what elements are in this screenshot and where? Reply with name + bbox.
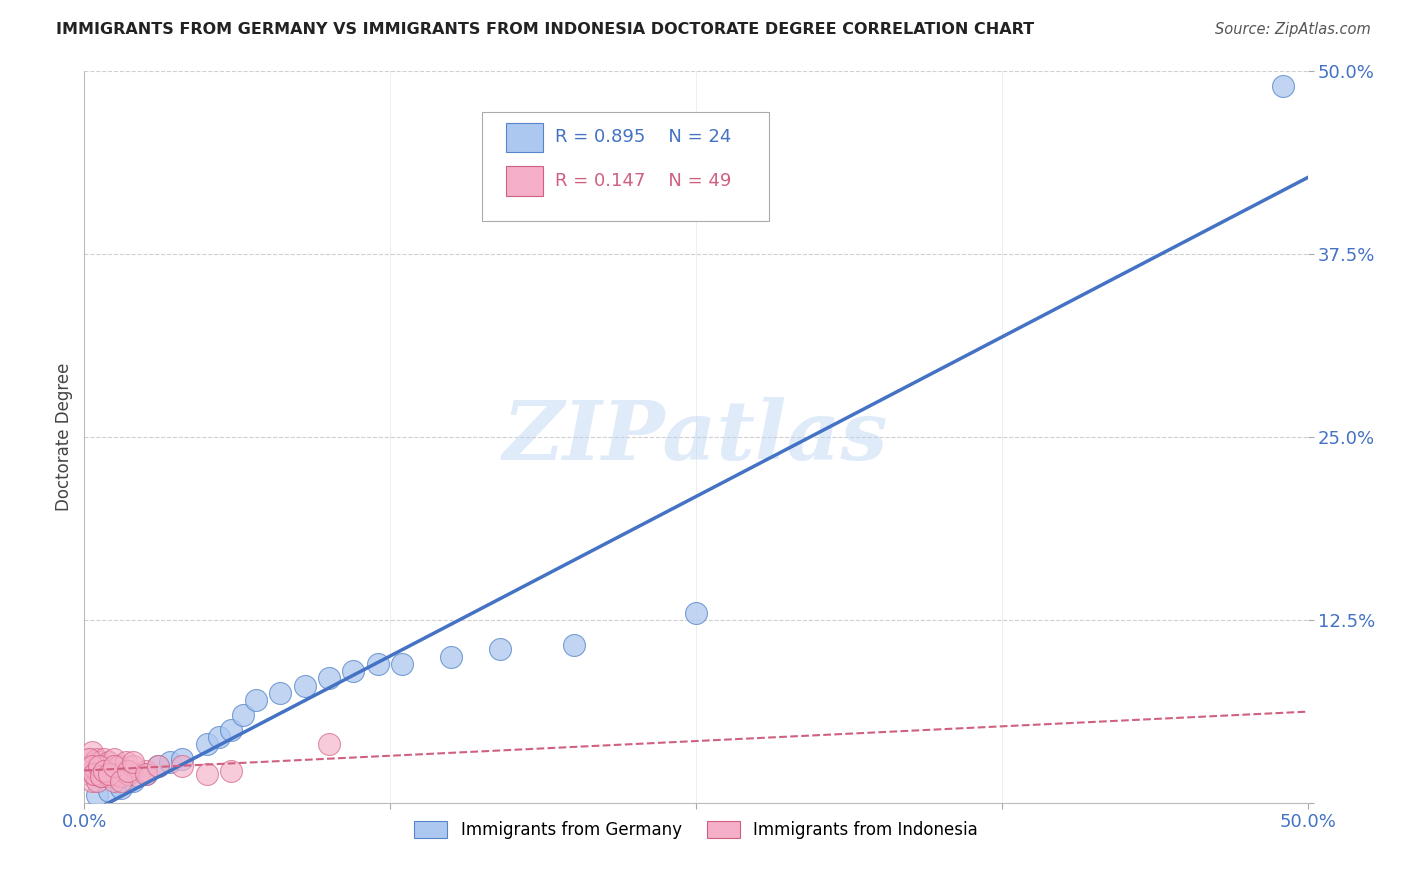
Point <box>245 693 267 707</box>
Legend: Immigrants from Germany, Immigrants from Indonesia: Immigrants from Germany, Immigrants from… <box>408 814 984 846</box>
Point <box>318 672 340 686</box>
Point <box>489 642 512 657</box>
Point <box>195 766 218 780</box>
Text: R = 0.147    N = 49: R = 0.147 N = 49 <box>555 172 731 190</box>
Point <box>90 759 112 773</box>
Text: ZIPatlas: ZIPatlas <box>503 397 889 477</box>
Point <box>685 606 707 620</box>
Point <box>76 759 98 773</box>
Point <box>172 759 194 773</box>
Point <box>112 764 135 778</box>
Point <box>110 781 132 796</box>
Y-axis label: Doctorate Degree: Doctorate Degree <box>55 363 73 511</box>
Point <box>103 752 125 766</box>
Point <box>146 759 169 773</box>
Point <box>90 769 112 783</box>
Point <box>269 686 291 700</box>
Point <box>97 755 120 769</box>
Point <box>318 737 340 751</box>
Point <box>117 766 139 780</box>
Point <box>80 745 103 759</box>
Point <box>110 773 132 788</box>
Point <box>208 730 231 744</box>
Point <box>110 769 132 783</box>
Point <box>172 752 194 766</box>
Point <box>146 759 169 773</box>
Point <box>100 764 122 778</box>
Point <box>90 769 112 783</box>
Point <box>219 723 242 737</box>
FancyBboxPatch shape <box>482 112 769 221</box>
Point <box>86 752 108 766</box>
Point <box>93 752 115 766</box>
Text: R = 0.895    N = 24: R = 0.895 N = 24 <box>555 128 731 146</box>
Point <box>122 759 145 773</box>
Point <box>562 638 585 652</box>
Point <box>87 766 110 780</box>
Point <box>219 764 242 778</box>
Point <box>103 759 125 773</box>
Point <box>122 755 145 769</box>
Point <box>232 708 254 723</box>
Point <box>97 784 120 798</box>
Point <box>93 764 115 778</box>
Point <box>87 755 110 769</box>
Point <box>83 755 105 769</box>
Text: IMMIGRANTS FROM GERMANY VS IMMIGRANTS FROM INDONESIA DOCTORATE DEGREE CORRELATIO: IMMIGRANTS FROM GERMANY VS IMMIGRANTS FR… <box>56 22 1035 37</box>
Point <box>87 759 110 773</box>
Point <box>367 657 389 671</box>
Point <box>342 664 364 678</box>
Point <box>105 766 128 780</box>
Point <box>80 759 103 773</box>
Point <box>83 766 105 780</box>
Point <box>77 766 100 780</box>
Point <box>86 773 108 788</box>
Bar <box>506 122 543 152</box>
Point <box>195 737 218 751</box>
Point <box>93 764 115 778</box>
Point <box>122 773 145 788</box>
Point <box>86 764 108 778</box>
Point <box>1272 78 1295 93</box>
Point <box>77 752 100 766</box>
Point <box>115 755 138 769</box>
Point <box>80 773 103 788</box>
Point <box>77 752 100 766</box>
Point <box>96 759 118 773</box>
Point <box>159 755 181 769</box>
Point <box>97 766 120 780</box>
Point <box>117 764 139 778</box>
Point <box>103 773 125 788</box>
Point <box>391 657 413 671</box>
Point <box>135 764 157 778</box>
Point <box>96 766 118 780</box>
Point <box>440 649 463 664</box>
Bar <box>506 167 543 195</box>
Point <box>135 766 157 780</box>
Point <box>127 769 149 783</box>
Point <box>83 766 105 780</box>
Point <box>86 789 108 803</box>
Point <box>294 679 316 693</box>
Point <box>107 759 129 773</box>
Point <box>135 766 157 780</box>
Point <box>97 769 120 783</box>
Text: Source: ZipAtlas.com: Source: ZipAtlas.com <box>1215 22 1371 37</box>
